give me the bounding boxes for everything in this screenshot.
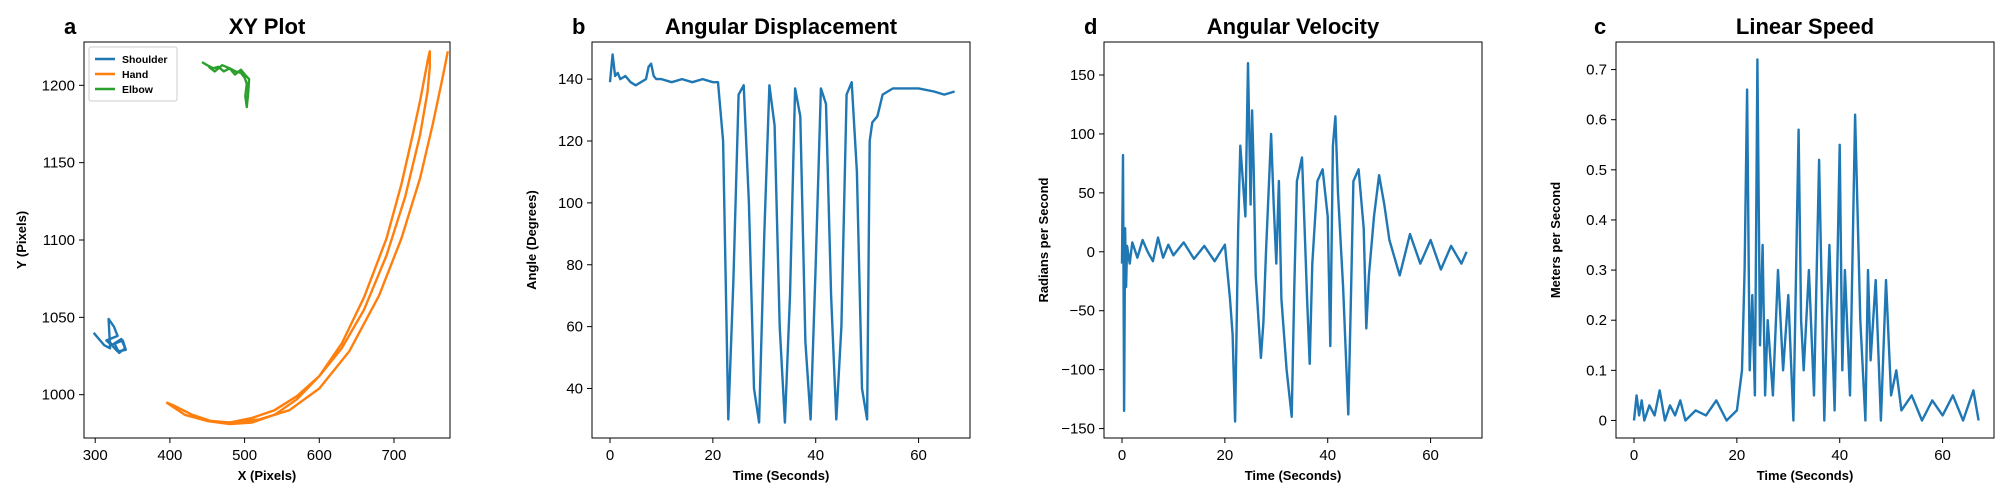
plot-frame [1615, 41, 1995, 439]
y-tick-label: 1000 [42, 387, 75, 404]
y-tick-label: 0.3 [1586, 262, 1607, 279]
y-tick-label: −100 [1061, 362, 1095, 379]
series-line-hand-2 [229, 51, 449, 424]
x-tick-label: 20 [1217, 447, 1234, 464]
x-tick-label: 20 [705, 447, 722, 464]
y-tick-label: 50 [1078, 185, 1095, 202]
series-line-data-0 [1120, 62, 1468, 423]
x-tick-label: 0 [1630, 447, 1638, 464]
panel-letter: a [64, 14, 77, 39]
chart-panel-c: c Linear Speed 0 20 40 60 0 0.1 0.2 0.3 0.4 0.5 0.6 0… [1548, 14, 1995, 483]
y-tick-label: 100 [558, 195, 583, 212]
x-tick-label: 40 [1319, 447, 1336, 464]
y-tick-label: 1150 [43, 155, 75, 172]
x-tick-label: 60 [1934, 447, 1951, 464]
x-axis-label: Time (Seconds) [1757, 468, 1854, 483]
chart-panel-a: a XY Plot 300 400 500 600 700 1000 1050 1100 1150 1… [14, 14, 451, 483]
chart-title: Linear Speed [1736, 14, 1874, 39]
y-tick-label: 0.6 [1586, 112, 1607, 129]
x-tick-label: 500 [232, 447, 257, 464]
series-group [92, 50, 449, 426]
y-tick-label: 40 [566, 381, 583, 398]
legend-label-elbow: Elbow [122, 84, 154, 96]
legend: Shoulder Hand Elbow [88, 46, 178, 102]
legend-label-hand: Hand [122, 69, 148, 81]
chart-panel-d: d Angular Velocity 0 20 40 60 −150 −100 −50 0 50 10… [1036, 14, 1483, 483]
y-axis-label: Y (Pixels) [14, 211, 29, 269]
y-tick-label: 0 [1087, 244, 1095, 261]
x-tick-label: 300 [83, 447, 108, 464]
legend-box [88, 46, 178, 102]
y-tick-label: −150 [1061, 421, 1095, 438]
series-line-data-0 [1632, 58, 1980, 422]
y-tick-label: 0.7 [1586, 62, 1607, 79]
y-tick-label: 0.4 [1586, 212, 1607, 229]
plot-frame [591, 41, 971, 439]
chart-panel-b: b Angular Displacement 0 20 40 60 40 60 80 100 120… [524, 14, 971, 483]
y-axis-label: Angle (Degrees) [524, 190, 539, 290]
panel-letter: c [1594, 14, 1606, 39]
x-axis-label: Time (Seconds) [733, 468, 830, 483]
series-group [608, 53, 955, 424]
x-tick-label: 60 [1422, 447, 1439, 464]
y-tick-label: 120 [558, 133, 583, 150]
y-tick-label: 80 [566, 257, 583, 274]
y-tick-label: 0.5 [1586, 162, 1607, 179]
chart-title: Angular Velocity [1207, 14, 1380, 39]
series-group [1632, 58, 1980, 422]
x-tick-label: 20 [1729, 447, 1746, 464]
y-tick-label: 60 [566, 319, 583, 336]
series-line-data-0 [608, 53, 955, 424]
y-tick-label: 140 [558, 71, 583, 88]
x-tick-label: 0 [1118, 447, 1126, 464]
series-line-elbow-3 [201, 61, 251, 109]
y-tick-label: 150 [1070, 67, 1095, 84]
y-tick-label: 100 [1070, 126, 1095, 143]
panel-letter: d [1084, 14, 1097, 39]
series-line-shoulder-0 [92, 317, 128, 355]
y-tick-label: 1200 [42, 77, 75, 94]
series-group [1120, 62, 1468, 423]
x-axis-label: Time (Seconds) [1245, 468, 1342, 483]
x-tick-label: 700 [381, 447, 406, 464]
y-tick-label: 1050 [42, 309, 75, 326]
chart-title: XY Plot [229, 14, 306, 39]
x-tick-label: 400 [157, 447, 182, 464]
series-line-hand-1 [165, 50, 431, 426]
x-tick-label: 40 [807, 447, 824, 464]
y-axis-label: Meters per Second [1548, 182, 1563, 298]
plot-frame [1103, 41, 1483, 439]
x-tick-label: 60 [910, 447, 927, 464]
legend-label-shoulder: Shoulder [122, 54, 168, 66]
x-tick-label: 600 [307, 447, 332, 464]
y-axis-label: Radians per Second [1036, 177, 1051, 302]
x-axis-label: X (Pixels) [238, 468, 297, 483]
y-tick-label: 0.2 [1586, 312, 1607, 329]
x-tick-label: 0 [606, 447, 614, 464]
y-tick-label: 1100 [43, 232, 75, 249]
y-tick-label: −50 [1070, 303, 1095, 320]
y-tick-label: 0.1 [1586, 362, 1607, 379]
y-tick-label: 0 [1599, 412, 1607, 429]
chart-title: Angular Displacement [665, 14, 898, 39]
x-tick-label: 40 [1831, 447, 1848, 464]
panel-letter: b [572, 14, 585, 39]
